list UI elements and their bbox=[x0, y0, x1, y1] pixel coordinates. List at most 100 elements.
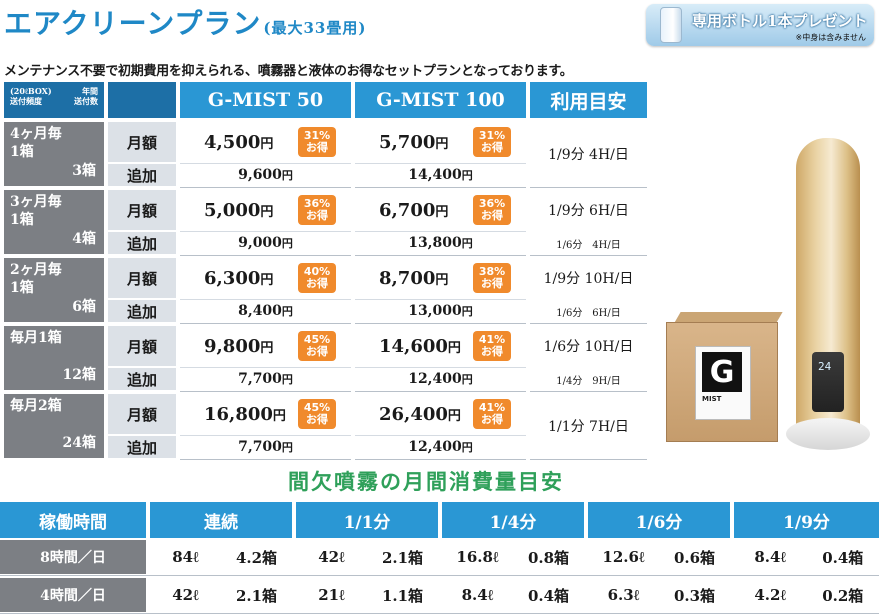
extra-value: 9,000 bbox=[238, 235, 282, 251]
bottom-header: 1/1分 bbox=[296, 502, 438, 538]
plan-count: 24箱 bbox=[62, 434, 96, 451]
bottom-value: 84ℓ bbox=[172, 547, 199, 566]
extra-value: 8,400 bbox=[238, 303, 282, 319]
row-divider bbox=[530, 459, 647, 460]
discount-badge: 36% お得 bbox=[473, 195, 511, 225]
bottom-header: 1/9分 bbox=[734, 502, 879, 538]
extra-price: 14,400 円 bbox=[355, 164, 526, 186]
box-logo: G bbox=[702, 352, 742, 392]
row-divider bbox=[180, 323, 351, 324]
monthly-price: 6,300 円 bbox=[180, 258, 351, 298]
bottom-value: 8.4ℓ bbox=[461, 585, 494, 604]
discount-suffix: お得 bbox=[481, 277, 503, 290]
row-divider-inner bbox=[355, 231, 526, 232]
discount-rate: 45% bbox=[303, 332, 331, 346]
row-divider bbox=[180, 255, 351, 256]
row-divider-inner bbox=[180, 231, 351, 232]
row-divider bbox=[530, 323, 647, 324]
extra-price: 12,400 円 bbox=[355, 436, 526, 458]
plan-count: 6箱 bbox=[72, 298, 96, 315]
yen-unit: 円 bbox=[260, 136, 274, 152]
corner-right: 年間 送付数 bbox=[74, 86, 98, 106]
extra-price: 13,000 円 bbox=[355, 300, 526, 322]
row-divider bbox=[355, 459, 526, 460]
yen-unit: 円 bbox=[281, 373, 293, 386]
bottom-row-label: 8時間／日 bbox=[0, 540, 146, 574]
yen-unit: 円 bbox=[260, 340, 274, 356]
monthly-price: 26,400 円 bbox=[355, 394, 526, 434]
discount-suffix: お得 bbox=[306, 141, 328, 154]
plan-frequency: 毎月2箱 24箱 bbox=[4, 394, 104, 458]
discount-suffix: お得 bbox=[306, 209, 328, 222]
usage-guide-alt: 1/6分 6H/日 bbox=[556, 307, 621, 319]
extra-label: 追加 bbox=[108, 300, 176, 322]
monthly-label: 月額 bbox=[108, 326, 176, 366]
row-divider-inner bbox=[355, 299, 526, 300]
extra-value: 13,800 bbox=[408, 235, 462, 251]
bottom-header: 稼働時間 bbox=[0, 502, 146, 538]
discount-rate: 40% bbox=[303, 264, 331, 278]
bottom-value: 0.4箱 bbox=[527, 586, 570, 605]
monthly-price: 5,000 円 bbox=[180, 190, 351, 230]
plan-frequency-text: 毎月1箱 bbox=[10, 330, 62, 346]
yen-unit: 円 bbox=[435, 272, 449, 288]
discount-rate: 41% bbox=[478, 400, 506, 414]
discount-rate: 45% bbox=[303, 400, 331, 414]
row-divider bbox=[355, 187, 526, 188]
extra-label: 追加 bbox=[108, 164, 176, 186]
discount-badge: 41% お得 bbox=[473, 399, 511, 429]
sub-label-header bbox=[108, 82, 176, 118]
page-title: エアクリーンプラン (最大33畳用) bbox=[4, 7, 367, 40]
price-value: 6,700 bbox=[379, 199, 436, 221]
yen-unit: 円 bbox=[281, 237, 293, 250]
bottom-value: 0.2箱 bbox=[822, 586, 864, 605]
extra-label: 追加 bbox=[108, 436, 176, 458]
discount-rate: 41% bbox=[478, 332, 506, 346]
bottom-value: 0.6箱 bbox=[673, 548, 716, 567]
promo-text: 専用ボトル1本プレゼント bbox=[692, 12, 868, 30]
discount-suffix: お得 bbox=[481, 413, 503, 426]
discount-badge: 41% お得 bbox=[473, 331, 511, 361]
yen-unit: 円 bbox=[260, 204, 274, 220]
bottom-header: 連続 bbox=[150, 502, 292, 538]
discount-rate: 38% bbox=[478, 264, 506, 278]
row-divider-inner bbox=[180, 435, 351, 436]
discount-badge: 31% お得 bbox=[473, 127, 511, 157]
consumption-title: 間欠噴霧の月間消費量目安 bbox=[288, 469, 564, 494]
monthly-label: 月額 bbox=[108, 190, 176, 230]
row-divider bbox=[180, 391, 351, 392]
row-divider bbox=[180, 459, 351, 460]
bottom-value: 1.1箱 bbox=[381, 586, 424, 605]
monthly-price: 4,500 円 bbox=[180, 122, 351, 162]
bottom-row-divider bbox=[0, 575, 879, 576]
usage-guide-alt: 1/6分 4H/日 bbox=[556, 239, 621, 251]
price-value: 4,500 bbox=[204, 131, 261, 153]
discount-badge: 31% お得 bbox=[298, 127, 336, 157]
yen-unit: 円 bbox=[435, 204, 449, 220]
row-divider-inner bbox=[180, 299, 351, 300]
discount-suffix: お得 bbox=[306, 413, 328, 426]
plan-frequency-text: 毎月2箱 bbox=[10, 398, 62, 414]
row-divider-inner bbox=[355, 435, 526, 436]
plan-count: 12箱 bbox=[62, 366, 96, 383]
yen-unit: 円 bbox=[461, 305, 473, 318]
page-title-sub: (最大33畳用) bbox=[263, 19, 367, 37]
discount-rate: 31% bbox=[478, 128, 506, 142]
price-value: 5,700 bbox=[379, 131, 436, 153]
extra-price: 7,700 円 bbox=[180, 368, 351, 390]
monthly-price: 14,600 円 bbox=[355, 326, 526, 366]
price-value: 26,400 bbox=[379, 403, 448, 425]
price-value: 14,600 bbox=[379, 335, 448, 357]
discount-rate: 36% bbox=[478, 196, 506, 210]
yen-unit: 円 bbox=[461, 441, 473, 454]
corner-left: (20ℓBOX) 送付頻度 bbox=[10, 86, 52, 106]
bottom-value: 4.2箱 bbox=[235, 548, 278, 567]
bottom-value: 8.4ℓ bbox=[754, 547, 787, 566]
bottom-header: 1/6分 bbox=[588, 502, 730, 538]
plan-frequency-text: 3ヶ月毎 1箱 bbox=[10, 194, 62, 228]
row-divider bbox=[355, 255, 526, 256]
bottom-value: 4.2ℓ bbox=[754, 585, 787, 604]
plan-frequency: 毎月1箱 12箱 bbox=[4, 326, 104, 390]
row-divider bbox=[530, 391, 647, 392]
bottom-value: 12.6ℓ bbox=[602, 547, 645, 566]
